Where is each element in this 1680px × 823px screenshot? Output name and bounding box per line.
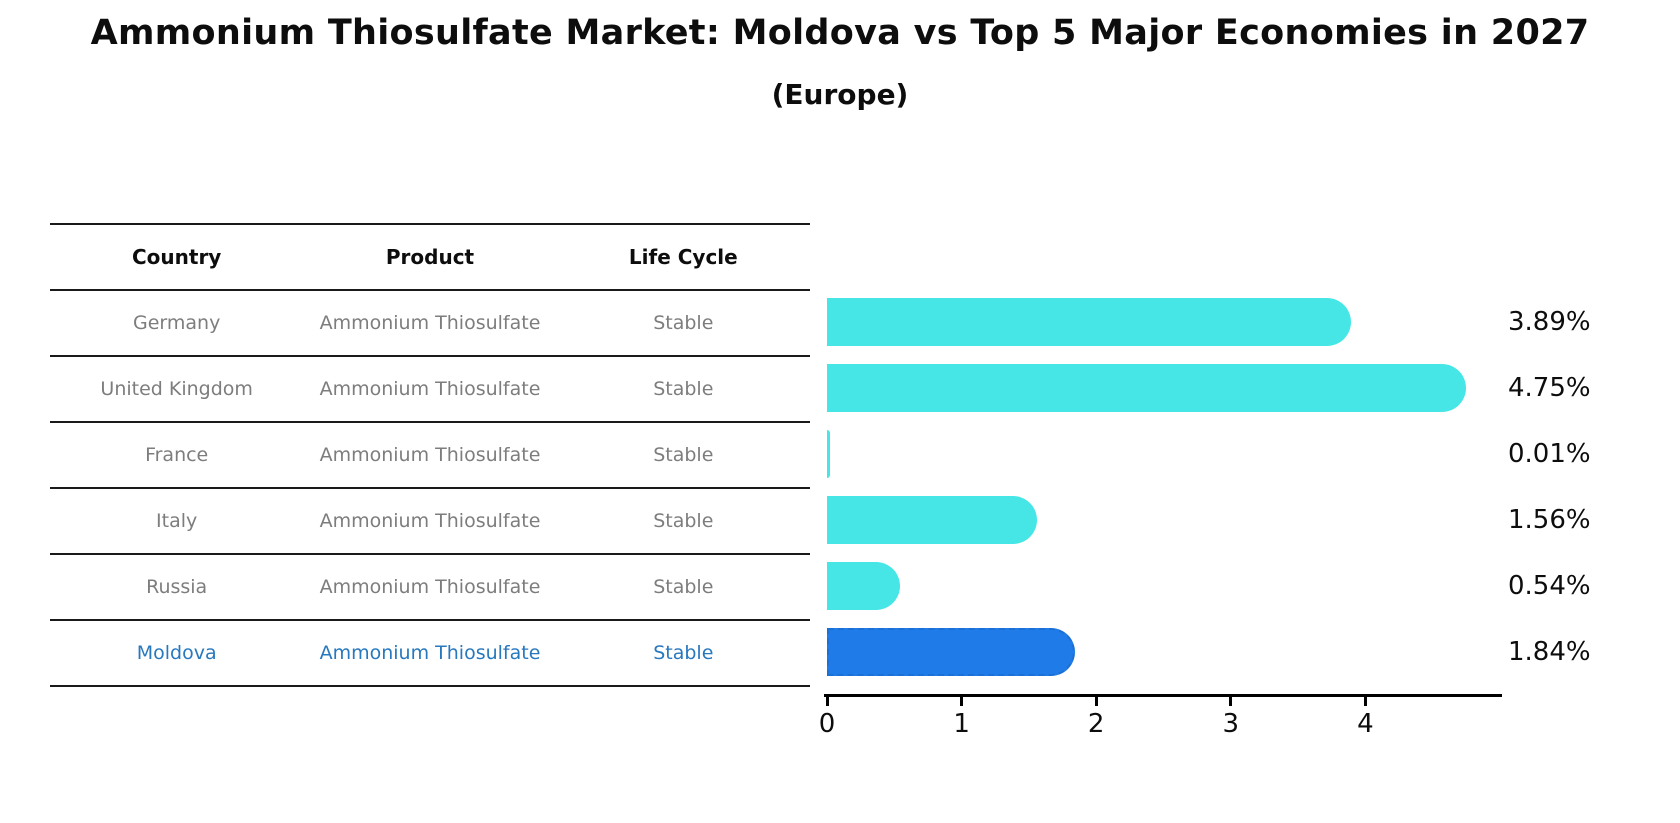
value-label-united-kingdom: 4.75% xyxy=(1508,373,1591,403)
table-cell-life_cycle: Stable xyxy=(653,642,714,664)
table-cell-product: Ammonium Thiosulfate xyxy=(319,510,541,532)
table-cell-country: United Kingdom xyxy=(100,378,253,400)
bar-united-kingdom xyxy=(827,364,1467,412)
table-cell-product: Ammonium Thiosulfate xyxy=(319,576,541,598)
x-axis-tick-label: 1 xyxy=(953,709,970,739)
x-axis-tick-label: 3 xyxy=(1222,709,1240,739)
table-cell-product: Ammonium Thiosulfate xyxy=(319,444,541,466)
x-axis-tick xyxy=(1363,697,1367,706)
table-cell-product: Ammonium Thiosulfate xyxy=(319,642,541,664)
table-cell-life_cycle: Stable xyxy=(653,576,714,598)
table-cell-life_cycle: Stable xyxy=(653,444,714,466)
x-axis-tick xyxy=(1094,697,1098,706)
x-axis-tick-label: 2 xyxy=(1087,709,1105,739)
table-row-united-kingdom: United Kingdom Ammonium Thiosulfate Stable xyxy=(50,355,810,421)
chart-title: Ammonium Thiosulfate Market: Moldova vs … xyxy=(90,13,1590,53)
x-axis-tick-label: 0 xyxy=(818,709,836,739)
country-table: Country Product Life Cycle Germany Ammonium … xyxy=(50,223,810,687)
bar-france xyxy=(827,430,830,478)
bar-russia xyxy=(827,562,900,610)
table-cell-country: Russia xyxy=(146,576,208,598)
table-header-country: Country xyxy=(131,245,222,269)
x-axis-tick xyxy=(1229,697,1233,706)
value-label-germany: 3.89% xyxy=(1508,307,1591,337)
table-row-germany: Germany Ammonium Thiosulfate Stable xyxy=(50,289,810,355)
bar-moldova xyxy=(827,628,1075,676)
table-row-russia: Russia Ammonium Thiosulfate Stable xyxy=(50,553,810,619)
value-label-italy: 1.56% xyxy=(1508,505,1591,535)
table-cell-product: Ammonium Thiosulfate xyxy=(319,312,541,334)
x-axis-tick xyxy=(960,697,964,706)
value-label-moldova: 1.84% xyxy=(1508,637,1591,667)
table-header-row: Country Product Life Cycle xyxy=(50,223,810,289)
table-cell-life_cycle: Stable xyxy=(653,510,714,532)
table-cell-country: Moldova xyxy=(136,642,217,664)
table-row-italy: Italy Ammonium Thiosulfate Stable xyxy=(50,487,810,553)
table-cell-product: Ammonium Thiosulfate xyxy=(319,378,541,400)
table-header-product: Product xyxy=(385,245,475,269)
value-label-russia: 0.54% xyxy=(1508,571,1591,601)
table-header-life_cycle: Life Cycle xyxy=(628,245,738,269)
table-row-moldova: Moldova Ammonium Thiosulfate Stable xyxy=(50,619,810,685)
table-cell-country: Germany xyxy=(133,312,221,334)
table-cell-life_cycle: Stable xyxy=(653,378,714,400)
table-row-france: France Ammonium Thiosulfate Stable xyxy=(50,421,810,487)
table-cell-life_cycle: Stable xyxy=(653,312,714,334)
x-axis-tick-label: 4 xyxy=(1357,709,1374,739)
x-axis-line xyxy=(824,694,1502,697)
bar-italy xyxy=(827,496,1037,544)
table-cell-country: Italy xyxy=(156,510,198,532)
bar-germany xyxy=(827,298,1351,346)
chart-subtitle: (Europe) xyxy=(771,78,909,111)
x-axis-tick xyxy=(825,697,829,706)
value-label-france: 0.01% xyxy=(1508,439,1591,469)
table-cell-country: France xyxy=(145,444,209,466)
